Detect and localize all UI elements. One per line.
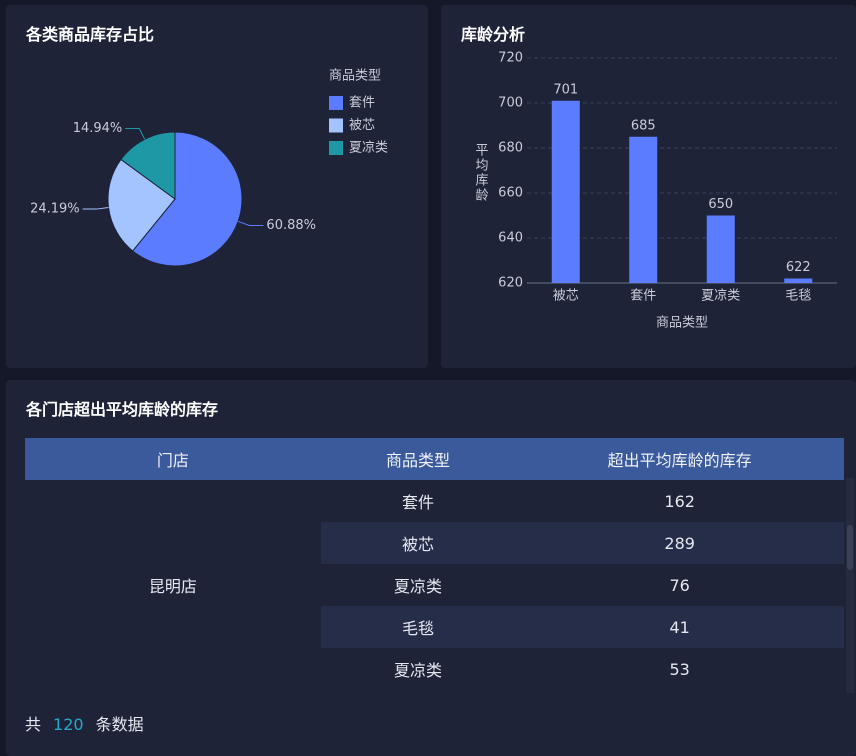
y-tick-label: 700	[498, 96, 523, 111]
leader-line	[82, 207, 109, 210]
record-count: 120	[53, 715, 84, 734]
stock-cell: 53	[669, 659, 690, 679]
footer: 共 120 条数据	[25, 711, 144, 735]
x-tick-label: 被芯	[553, 289, 579, 304]
pie-slice	[107, 158, 176, 252]
category-cell: 套件	[402, 493, 435, 512]
bar-chart: 620 640 660 680 700 720 701 被芯 685 套件 650 夏凉类 622 毛毯商…	[473, 51, 837, 331]
legend-swatch	[329, 118, 343, 133]
bar-value-label: 701	[553, 82, 578, 97]
y-tick-label: 680	[498, 141, 523, 156]
bar	[706, 215, 735, 283]
footer-prefix: 共	[25, 715, 42, 734]
x-tick-label: 套件	[630, 288, 656, 304]
category-cell: 夏凉类	[394, 577, 443, 596]
category-cell: 毛毯	[320, 606, 516, 648]
bar-value-label: 622	[786, 260, 811, 275]
table-header: 门店 商品类型 超出平均库龄的库存	[25, 438, 844, 480]
x-tick-label: 毛毯	[785, 289, 811, 304]
scroll-thumb[interactable]	[847, 525, 853, 570]
category-cell: 被芯	[320, 522, 516, 564]
scrollbar[interactable]	[846, 478, 854, 693]
legend-swatch	[329, 141, 343, 155]
bar	[784, 278, 813, 283]
table-panel: 各门店超出平均库龄的库存 门店 商品类型 超出平均库龄的库存 昆明店 套件 162 被芯 2…	[6, 380, 856, 756]
x-tick-label: 夏凉类	[701, 289, 740, 304]
y-axis-title: 平均库龄	[473, 143, 489, 203]
stock-table: 门店 商品类型 超出平均库龄的库存 昆明店 套件 162 被芯 289 夏凉类 76 毛毯 41 夏凉…	[25, 438, 844, 690]
bar	[629, 136, 658, 283]
y-tick-label: 620	[498, 276, 523, 291]
stock-cell: 289	[515, 522, 844, 564]
legend-label: 套件	[349, 95, 375, 111]
pie-label: 14.94%	[73, 121, 123, 136]
leader-line	[125, 128, 146, 140]
pie-panel: 各类商品库存占比 60.88% 24.19% 14.94% 商品类型套件被芯夏凉类	[6, 5, 428, 368]
panel-title: 各类商品库存占比	[26, 25, 155, 44]
table-row: 被芯 289	[25, 522, 844, 564]
x-axis-title: 商品类型	[656, 316, 708, 331]
table-row: 夏凉类 76	[25, 564, 844, 606]
column-header: 门店	[25, 438, 321, 480]
column-header: 商品类型	[320, 438, 516, 480]
store-cell: 昆明店	[148, 577, 197, 596]
column-header: 超出平均库龄的库存	[515, 438, 844, 480]
stock-cell: 162	[664, 491, 695, 511]
bar	[551, 100, 580, 283]
table-row: 毛毯 41	[25, 606, 844, 648]
bar-value-label: 685	[631, 118, 656, 133]
footer-suffix: 条数据	[95, 715, 144, 734]
legend-title: 商品类型	[329, 69, 381, 84]
pie-label: 60.88%	[266, 218, 316, 233]
stock-cell: 76	[669, 575, 690, 595]
panel-title: 各门店超出平均库龄的库存	[26, 400, 219, 419]
bar-panel: 库龄分析 620 640 660 680 700 720 701 被芯 685 套件 650 夏凉类 6…	[441, 5, 856, 368]
table-row: 夏凉类 53	[25, 648, 844, 690]
pie-label: 24.19%	[30, 202, 80, 217]
legend-swatch	[329, 96, 343, 110]
panel-title: 库龄分析	[461, 25, 526, 44]
leader-line	[237, 220, 264, 226]
category-cell: 夏凉类	[394, 661, 443, 680]
y-tick-label: 660	[498, 186, 523, 201]
table-row: 昆明店 套件 162	[25, 480, 844, 597]
y-tick-label: 640	[498, 231, 523, 246]
legend-label: 夏凉类	[349, 141, 388, 156]
bar-value-label: 650	[708, 197, 733, 212]
legend-label: 被芯	[349, 118, 375, 133]
y-tick-label: 720	[498, 51, 523, 66]
stock-cell: 41	[515, 606, 844, 648]
